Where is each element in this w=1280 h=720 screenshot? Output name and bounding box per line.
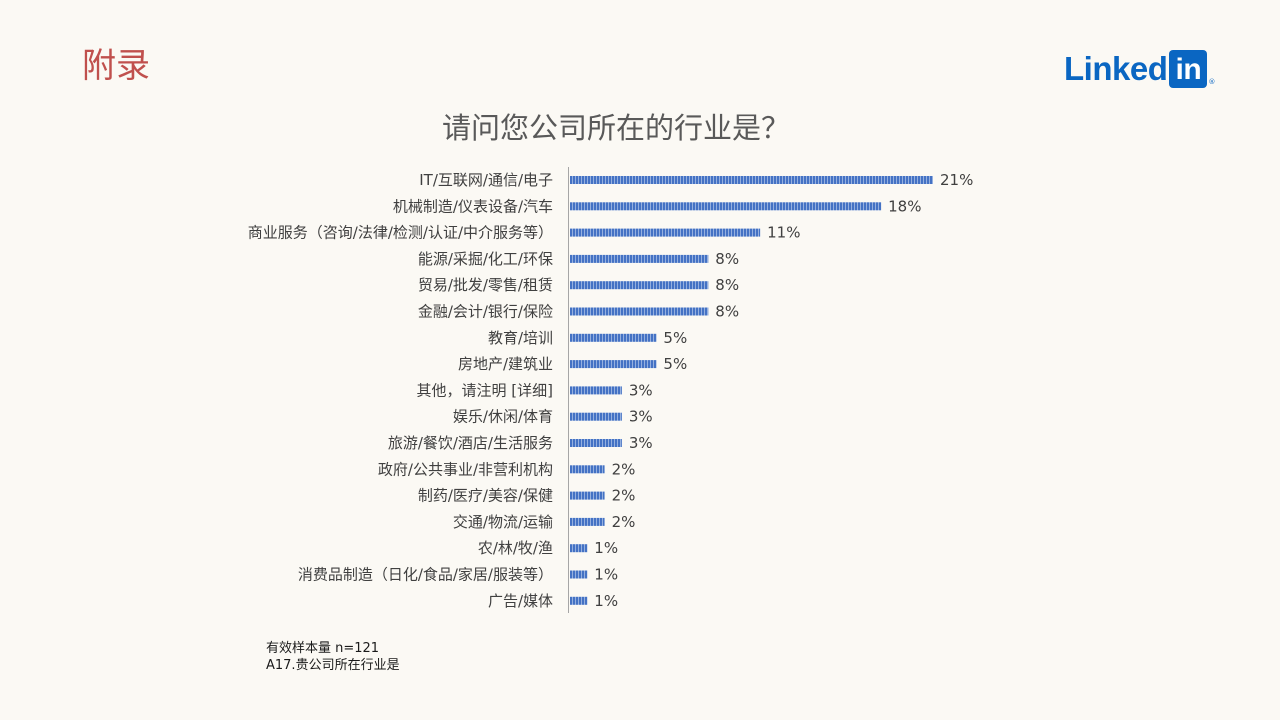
data-label: 18% <box>888 197 921 215</box>
bar <box>570 228 761 237</box>
bars-group: IT/互联网/通信/电子 21% 机械制造/仪表设备/汽车 18% 商业服务（咨询/法律… <box>248 171 974 610</box>
data-label: 1% <box>594 539 618 557</box>
bar <box>570 491 605 500</box>
data-label: 3% <box>629 434 653 452</box>
category-label: 消费品制造（日化/食品/家居/服装等） <box>298 566 553 584</box>
data-label: 1% <box>594 592 618 610</box>
data-label: 8% <box>715 250 739 268</box>
bar <box>570 517 605 526</box>
data-label: 3% <box>629 408 653 426</box>
logo-wordmark: Linked <box>1064 50 1168 87</box>
bar <box>570 439 622 447</box>
category-label: 能源/采掘/化工/环保 <box>418 250 553 268</box>
bar <box>570 202 882 211</box>
logo-in-box: in <box>1169 50 1208 88</box>
chart-title: 请问您公司所在的行业是？ <box>441 111 790 145</box>
category-label: 旅游/餐饮/酒店/生活服务 <box>388 434 553 452</box>
bar <box>570 465 605 474</box>
data-label: 21% <box>940 171 973 189</box>
data-label: 5% <box>663 355 687 373</box>
data-label: 11% <box>767 224 800 242</box>
category-label: 贸易/批发/零售/租赁 <box>418 276 553 294</box>
data-label: 2% <box>612 513 636 531</box>
bar <box>570 596 588 605</box>
linkedin-logo: Linked in ® <box>1064 48 1216 90</box>
category-label: 娱乐/休闲/体育 <box>453 408 553 426</box>
bar <box>570 176 933 184</box>
category-label: 商业服务（咨询/法律/检测/认证/中介服务等） <box>248 224 553 242</box>
bar <box>570 254 709 263</box>
bar <box>570 281 709 290</box>
category-label: 金融/会计/银行/保险 <box>418 303 553 321</box>
footnote: 有效样本量 n=121 A17.贵公司所在行业是 <box>266 640 400 674</box>
category-label: 制药/医疗/美容/保健 <box>418 487 553 505</box>
bar <box>570 386 622 395</box>
data-label: 2% <box>612 460 636 478</box>
data-label: 8% <box>715 303 739 321</box>
bar <box>570 544 588 553</box>
category-label: 农/林/牧/渔 <box>478 539 553 557</box>
bar <box>570 570 588 579</box>
data-label: 8% <box>715 276 739 294</box>
bar <box>570 307 709 316</box>
category-label: 其他，请注明 [详细] <box>417 381 553 399</box>
logo-registered-mark: ® <box>1208 78 1216 86</box>
data-label: 2% <box>612 487 636 505</box>
data-label: 1% <box>594 566 618 584</box>
category-label: 机械制造/仪表设备/汽车 <box>393 197 553 215</box>
category-label: 交通/物流/运输 <box>453 513 553 531</box>
footnote-sample-size: 有效样本量 n=121 <box>266 641 380 656</box>
category-label: 教育/培训 <box>488 329 553 347</box>
category-label: 房地产/建筑业 <box>458 355 553 373</box>
data-label: 5% <box>663 329 687 347</box>
bar <box>570 360 657 369</box>
bar <box>570 333 657 342</box>
category-label: IT/互联网/通信/电子 <box>419 171 553 189</box>
category-label: 广告/媒体 <box>488 592 553 610</box>
footnote-question: A17.贵公司所在行业是 <box>266 658 400 673</box>
bar <box>570 412 622 421</box>
data-label: 3% <box>629 381 653 399</box>
section-title: 附录 <box>82 46 150 86</box>
category-label: 政府/公共事业/非营利机构 <box>378 460 553 478</box>
